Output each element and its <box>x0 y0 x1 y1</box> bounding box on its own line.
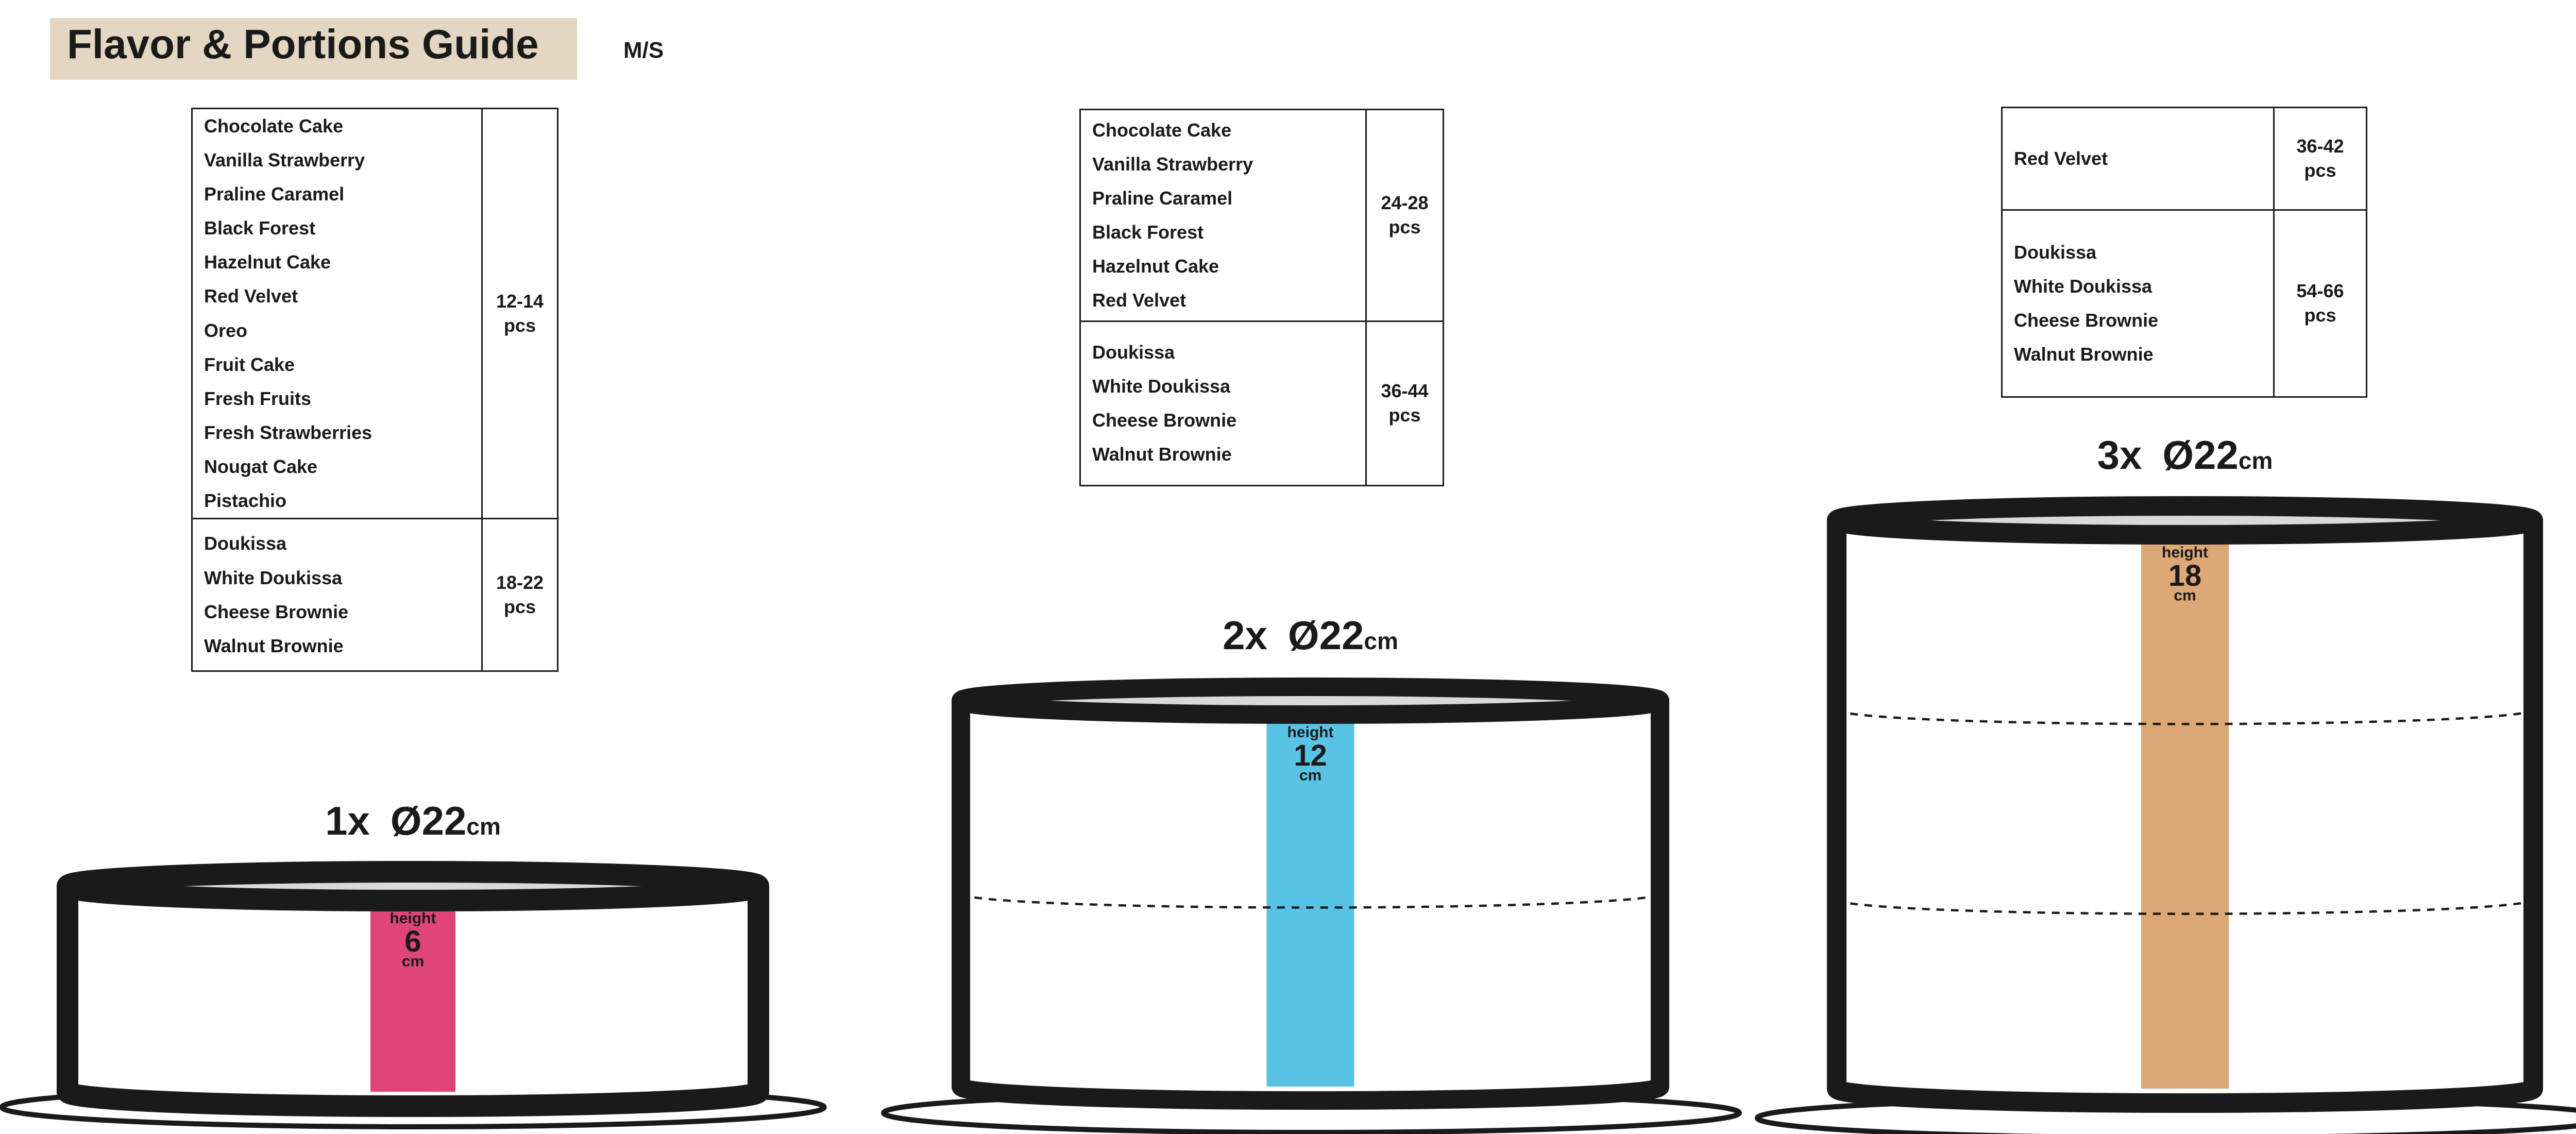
svg-text:height: height <box>1287 724 1334 741</box>
svg-text:cm: cm <box>402 953 424 970</box>
svg-text:cm: cm <box>1299 767 1321 784</box>
svg-text:cm: cm <box>2174 587 2196 604</box>
svg-text:height: height <box>2162 544 2208 561</box>
svg-text:height: height <box>390 910 436 927</box>
